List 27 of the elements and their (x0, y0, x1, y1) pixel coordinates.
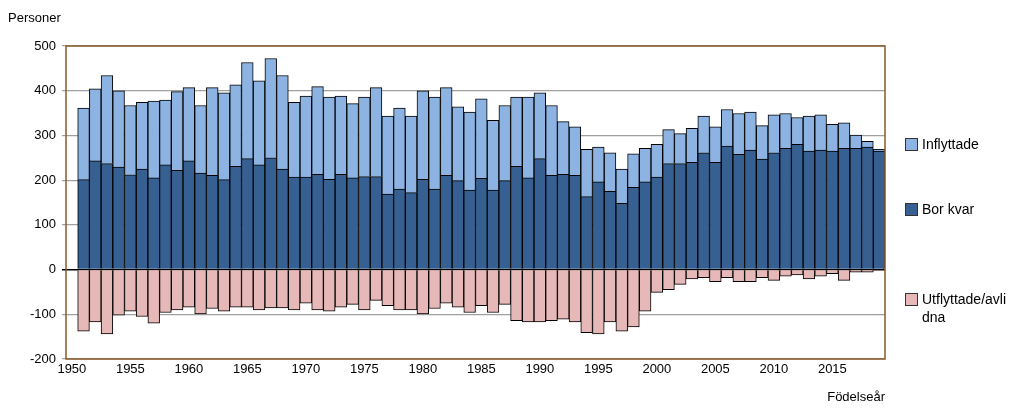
x-tick-label: 1980 (408, 361, 438, 377)
x-tick-label: 2005 (700, 361, 730, 377)
y-tick-label: 500 (34, 37, 56, 53)
x-tick-label: 1995 (583, 361, 613, 377)
y-tick-label: 300 (34, 127, 56, 143)
x-tick-label: 2015 (817, 361, 847, 377)
y-tick-label: 200 (34, 171, 56, 187)
legend-label: Inflyttade (922, 135, 979, 153)
x-tick-label: 1975 (349, 361, 379, 377)
x-tick-label: 1955 (115, 361, 145, 377)
legend-label: Bor kvar (922, 200, 975, 218)
y-tick-label: -200 (29, 350, 56, 366)
y-axis-title: Personer (8, 10, 61, 25)
x-tick-label: 1965 (232, 361, 262, 377)
legend-label: Utflyttade/avlidna (922, 290, 1008, 326)
y-tick-label: 0 (48, 261, 56, 277)
x-tick-label: 2000 (642, 361, 672, 377)
y-tick-label: 100 (34, 216, 56, 232)
x-tick-label: 1990 (525, 361, 555, 377)
x-tick-label: 1970 (291, 361, 321, 377)
x-tick-label: 1950 (57, 361, 87, 377)
y-tick-label: 400 (34, 82, 56, 98)
x-axis-title: Födelseår (827, 389, 885, 404)
x-tick-label: 1960 (174, 361, 204, 377)
y-tick-label: -100 (29, 305, 56, 321)
x-tick-label: 1985 (466, 361, 496, 377)
x-tick-label: 2010 (759, 361, 789, 377)
